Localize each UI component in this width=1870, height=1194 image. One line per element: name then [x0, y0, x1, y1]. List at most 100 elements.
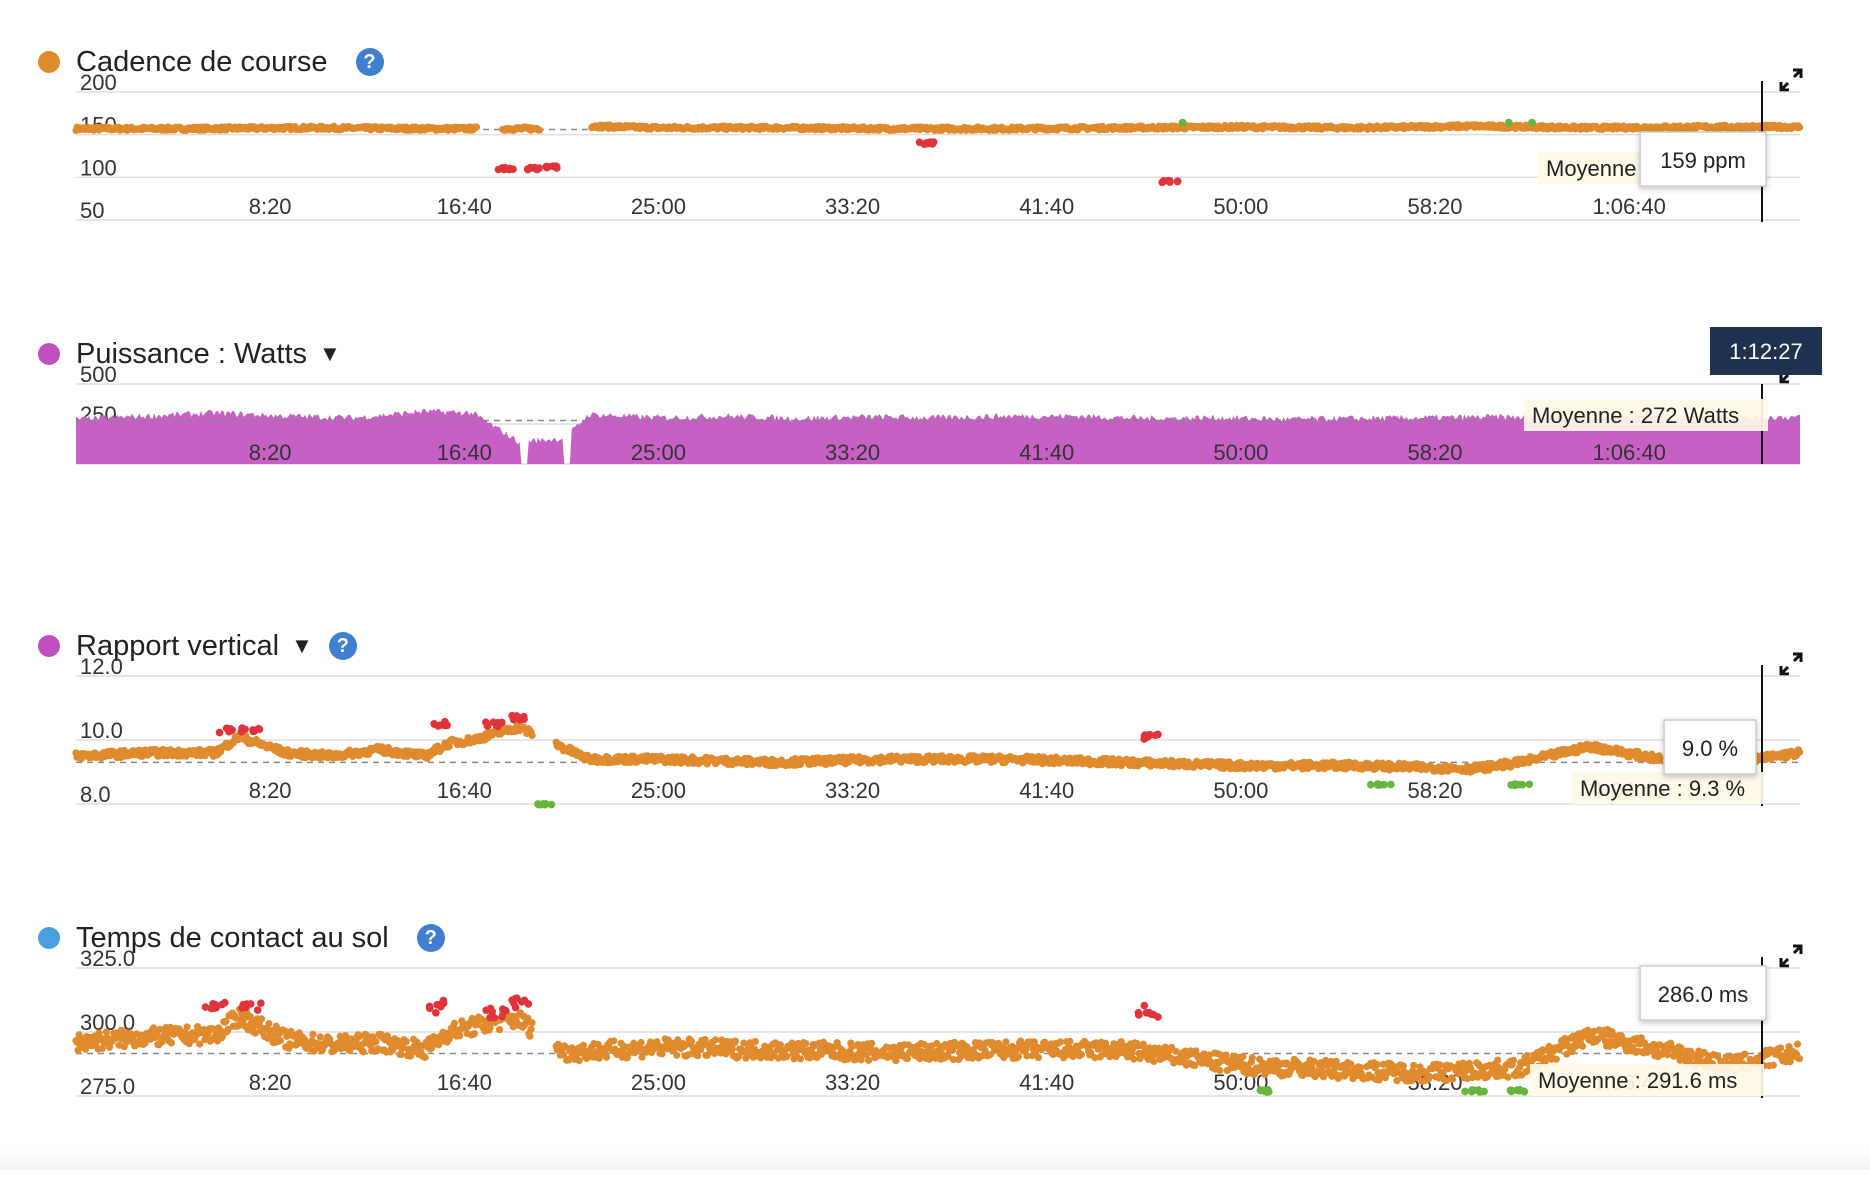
data-point: [865, 1057, 872, 1064]
x-tick-label: 50:00: [1213, 440, 1268, 465]
outlier-point: [1179, 119, 1187, 127]
data-point: [673, 1052, 680, 1059]
x-tick-label: 8:20: [249, 440, 292, 465]
data-point: [1579, 1043, 1586, 1050]
data-point: [1239, 1053, 1246, 1060]
x-tick-label: 25:00: [631, 440, 686, 465]
data-point: [277, 1037, 284, 1044]
outlier-point: [494, 723, 502, 731]
data-point: [732, 1037, 739, 1044]
outlier-point: [1515, 781, 1523, 789]
panel-power: Puissance : Watts ▼ 50025008:2016:4025:0…: [0, 318, 1870, 610]
outlier-point: [225, 728, 233, 736]
panel-cadence: Cadence de course ? 200150100508:2016:40…: [0, 26, 1870, 318]
outlier-point: [1387, 781, 1395, 789]
data-point: [258, 1015, 265, 1022]
average-label: Moyenne : 9.3 %: [1580, 776, 1745, 801]
x-tick-label: 8:20: [249, 194, 292, 219]
data-point: [422, 1054, 429, 1061]
data-point: [1494, 1057, 1501, 1064]
data-point: [658, 1050, 665, 1057]
outlier-point: [255, 725, 263, 733]
cadence-chart[interactable]: 200150100508:2016:4025:0033:2041:4050:00…: [0, 26, 1870, 318]
data-point: [1035, 1054, 1042, 1061]
average-label: Moyenne : 272 Watts: [1532, 403, 1739, 428]
data-point: [309, 1031, 316, 1038]
data-point: [1249, 1054, 1256, 1061]
data-point: [527, 1026, 534, 1033]
outlier-point: [237, 728, 245, 736]
data-point: [637, 1039, 644, 1046]
data-point: [528, 1019, 535, 1026]
x-tick-label: 41:40: [1019, 194, 1074, 219]
outlier-point: [1374, 780, 1382, 788]
data-point: [372, 1038, 379, 1045]
outlier-point: [1152, 732, 1160, 740]
power-chart[interactable]: 50025008:2016:4025:0033:2041:4050:0058:2…: [0, 318, 1870, 610]
outlier-point: [1505, 119, 1513, 127]
data-point: [1002, 1038, 1009, 1045]
outlier-point: [553, 164, 561, 172]
data-point: [797, 1055, 804, 1062]
x-tick-label: 33:20: [825, 194, 880, 219]
data-point: [1504, 1074, 1511, 1081]
outlier-point: [543, 163, 551, 171]
x-tick-label: 33:20: [825, 1070, 880, 1095]
x-tick-label: 58:20: [1407, 194, 1462, 219]
y-tick-label: 12.0: [80, 654, 123, 679]
x-tick-label: 8:20: [249, 1070, 292, 1095]
x-tick-label: 50:00: [1213, 778, 1268, 803]
y-tick-label: 10.0: [80, 718, 123, 743]
data-point: [526, 1033, 533, 1040]
outlier-point: [1174, 178, 1182, 186]
outlier-point: [930, 138, 938, 146]
data-point: [496, 1026, 503, 1033]
x-tick-label: 16:40: [437, 194, 492, 219]
x-tick-label: 33:20: [825, 440, 880, 465]
data-point: [1078, 1051, 1085, 1058]
x-tick-label: 58:20: [1407, 778, 1462, 803]
data-point: [536, 127, 543, 134]
data-point: [694, 1052, 701, 1059]
data-point: [1057, 1038, 1064, 1045]
outlier-point: [524, 165, 532, 173]
x-tick-label: 41:40: [1019, 778, 1074, 803]
data-point: [729, 1046, 736, 1053]
data-point: [1140, 1041, 1147, 1048]
x-tick-label: 25:00: [631, 778, 686, 803]
outlier-point: [1528, 119, 1536, 127]
data-point: [1150, 1058, 1157, 1065]
data-point: [1320, 1073, 1327, 1080]
data-point: [168, 1039, 175, 1046]
cursor-time-label: 1:12:27: [1729, 339, 1802, 364]
y-tick-label: 275.0: [80, 1074, 135, 1099]
outlier-point: [500, 166, 508, 174]
x-tick-label: 25:00: [631, 194, 686, 219]
data-point: [471, 1030, 478, 1037]
outlier-point: [1158, 179, 1166, 187]
x-tick-label: 1:06:40: [1592, 194, 1665, 219]
value-tooltip: 159 ppm: [1660, 148, 1746, 173]
x-tick-label: 16:40: [437, 1070, 492, 1095]
x-tick-label: 58:20: [1407, 440, 1462, 465]
outlier-point: [1166, 177, 1174, 185]
data-point: [1066, 1038, 1073, 1045]
data-point: [610, 1037, 617, 1044]
data-point: [1510, 1057, 1517, 1064]
data-point: [580, 1042, 587, 1049]
outlier-point: [431, 720, 439, 728]
data-point: [576, 1057, 583, 1064]
data-point: [868, 1040, 875, 1047]
value-tooltip: 9.0 %: [1682, 736, 1738, 761]
y-tick-label: 50: [80, 198, 104, 223]
outlier-point: [1367, 781, 1375, 789]
data-point: [528, 732, 535, 739]
outlier-point: [482, 718, 490, 726]
data-point: [783, 1053, 790, 1060]
data-point: [1015, 1053, 1022, 1060]
data-point: [360, 1048, 367, 1055]
data-point: [1216, 1067, 1223, 1074]
x-tick-label: 41:40: [1019, 1070, 1074, 1095]
y-tick-label: 200: [80, 70, 117, 95]
